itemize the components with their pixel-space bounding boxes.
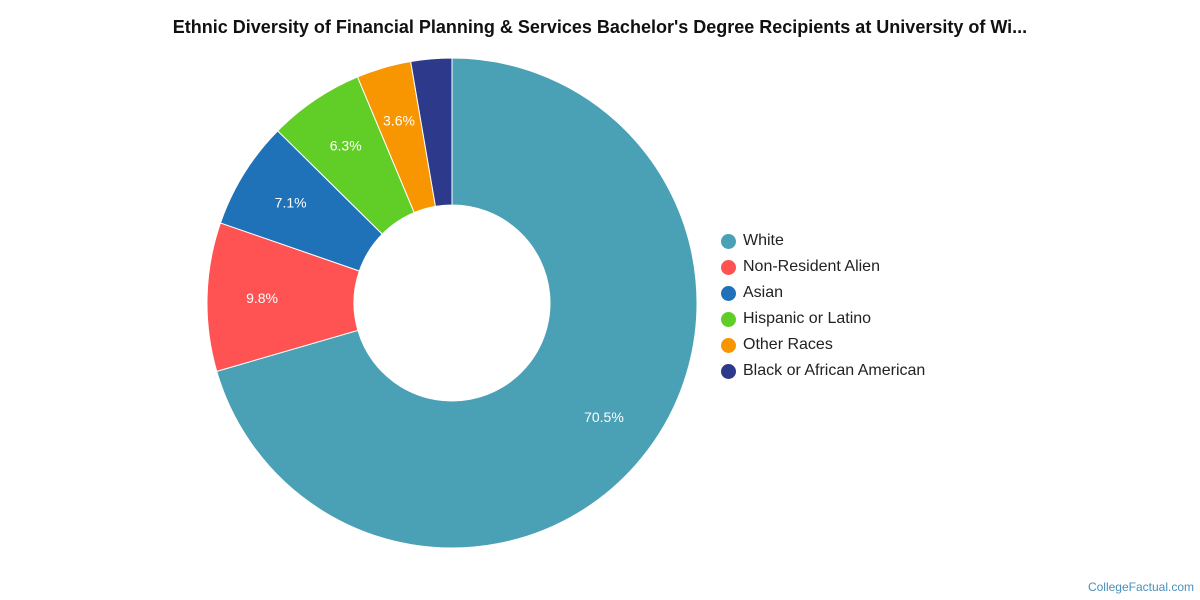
watermark: CollegeFactual.com — [1087, 580, 1194, 594]
legend-item-0[interactable]: White — [721, 228, 925, 254]
legend-swatch-0 — [721, 233, 736, 249]
legend-swatch-5 — [721, 363, 736, 379]
slices-group — [206, 57, 698, 549]
legend-label-4: Other Races — [743, 336, 833, 353]
legend-item-3[interactable]: Hispanic or Latino — [721, 306, 925, 332]
slice-5[interactable] — [410, 57, 453, 207]
slice-label-0: 70.5% — [584, 409, 624, 425]
slice-labels-group: 70.5% 9.8% 7.1% 6.3% 3.6% — [246, 113, 624, 426]
legend-item-1[interactable]: Non-Resident Alien — [721, 254, 925, 280]
chart-title: Ethnic Diversity of Financial Planning &… — [172, 17, 1028, 37]
legend-label-3: Hispanic or Latino — [743, 310, 872, 327]
legend-swatch-3 — [721, 311, 736, 327]
legend: White Non-Resident Alien Asian Hispanic or … — [721, 228, 925, 384]
slice-label-1: 9.8% — [246, 290, 278, 306]
legend-swatch-2 — [721, 285, 736, 301]
legend-item-5[interactable]: Black or African American — [721, 358, 925, 384]
slice-label-3: 6.3% — [330, 138, 362, 154]
legend-label-0: White — [743, 232, 784, 249]
slice-0[interactable] — [216, 57, 698, 549]
slice-label-4: 3.6% — [383, 113, 415, 129]
legend-label-1: Non-Resident Alien — [743, 258, 880, 275]
legend-swatch-4 — [721, 337, 736, 353]
legend-label-5: Black or African American — [743, 362, 926, 379]
legend-item-4[interactable]: Other Races — [721, 332, 925, 358]
legend-label-2: Asian — [743, 284, 784, 301]
legend-item-2[interactable]: Asian — [721, 280, 925, 306]
slice-label-2: 7.1% — [275, 195, 307, 211]
legend-swatch-1 — [721, 259, 736, 275]
